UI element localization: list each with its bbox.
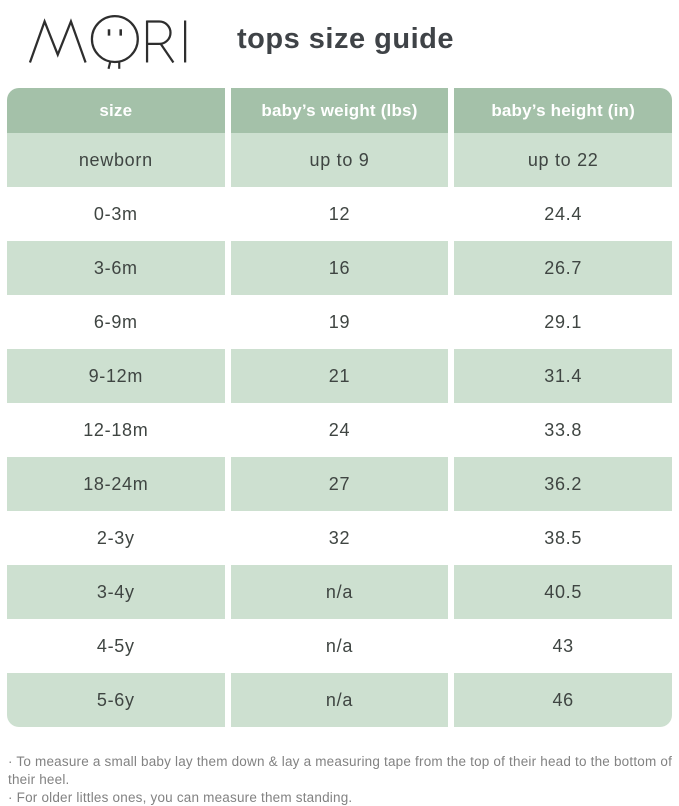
column-header-weight: baby’s weight (lbs): [230, 88, 449, 133]
cell-69m-size: 6-9m: [7, 295, 225, 349]
mori-logo-icon: [28, 14, 187, 70]
cell-1824m-weight: 27: [230, 457, 449, 511]
cell-36m-height: 26.7: [454, 241, 672, 295]
cell-1218m-size: 12-18m: [7, 403, 225, 457]
cell-newborn-weight: up to 9: [230, 133, 449, 187]
page-title: tops size guide: [237, 22, 454, 55]
cell-45y-size: 4-5y: [7, 619, 225, 673]
cell-45y-weight: n/a: [230, 619, 449, 673]
cell-23y-weight: 32: [230, 511, 449, 565]
cell-36m-size: 3-6m: [7, 241, 225, 295]
cell-03m-size: 0-3m: [7, 187, 225, 241]
cell-1824m-size: 18-24m: [7, 457, 225, 511]
cell-1218m-height: 33.8: [454, 403, 672, 457]
cell-34y-height: 40.5: [454, 565, 672, 619]
cell-36m-weight: 16: [230, 241, 449, 295]
cell-newborn-size: newborn: [7, 133, 225, 187]
cell-1218m-weight: 24: [230, 403, 449, 457]
column-header-size: size: [7, 88, 225, 133]
size-guide-table: size baby’s weight (lbs) baby’s height (in…: [7, 88, 672, 727]
cell-912m-weight: 21: [230, 349, 449, 403]
measurement-notes: · To measure a small baby lay them down …: [8, 753, 679, 806]
note-line-1: · To measure a small baby lay them down …: [8, 754, 673, 787]
cell-69m-height: 29.1: [454, 295, 672, 349]
column-header-height: baby’s height (in): [454, 88, 672, 133]
cell-56y-size: 5-6y: [7, 673, 225, 727]
page-header: tops size guide: [28, 10, 679, 72]
cell-03m-weight: 12: [230, 187, 449, 241]
cell-23y-size: 2-3y: [7, 511, 225, 565]
cell-912m-height: 31.4: [454, 349, 672, 403]
cell-69m-weight: 19: [230, 295, 449, 349]
cell-56y-height: 46: [454, 673, 672, 727]
cell-912m-size: 9-12m: [7, 349, 225, 403]
cell-34y-size: 3-4y: [7, 565, 225, 619]
mori-logo: [28, 12, 190, 70]
note-line-2: · For older littles ones, you can measur…: [8, 789, 353, 805]
cell-newborn-height: up to 22: [454, 133, 672, 187]
cell-23y-height: 38.5: [454, 511, 672, 565]
cell-56y-weight: n/a: [230, 673, 449, 727]
cell-03m-height: 24.4: [454, 187, 672, 241]
cell-34y-weight: n/a: [230, 565, 449, 619]
cell-45y-height: 43: [454, 619, 672, 673]
cell-1824m-height: 36.2: [454, 457, 672, 511]
